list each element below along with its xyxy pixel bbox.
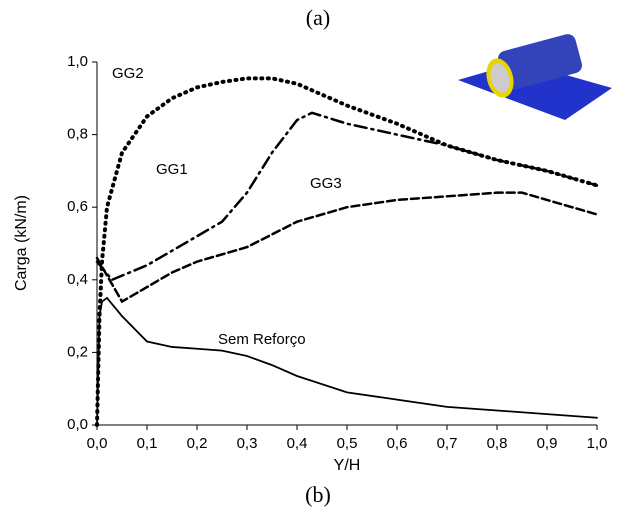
x-tick-label: 0,5 (337, 435, 358, 452)
series-label: GG3 (310, 175, 342, 192)
series-label: Sem Reforço (218, 331, 306, 348)
series-line (96, 296, 598, 426)
inset-image (458, 34, 612, 120)
y-tick-label: 0,8 (67, 126, 88, 143)
y-tick-label: 0,0 (67, 416, 88, 433)
series-line (95, 191, 599, 304)
y-tick-label: 0,6 (67, 198, 88, 215)
y-tick-label: 1,0 (67, 53, 88, 70)
x-tick-label: 1,0 (587, 435, 608, 452)
x-tick-label: 0,9 (537, 435, 558, 452)
x-tick-label: 0,4 (287, 435, 308, 452)
x-tick-label: 0,2 (187, 435, 208, 452)
y-tick-label: 0,4 (67, 271, 88, 288)
x-axis-label: Y/H (334, 457, 361, 474)
y-axis-label: Carga (kN/m) (13, 195, 30, 291)
x-tick-label: 0,0 (87, 435, 108, 452)
x-tick-label: 0,8 (487, 435, 508, 452)
x-tick-label: 0,1 (137, 435, 158, 452)
y-tick-label: 0,2 (67, 343, 88, 360)
x-tick-label: 0,6 (387, 435, 408, 452)
series-line (95, 111, 599, 282)
chart-subtitle: (b) (305, 482, 331, 507)
chart-title: (a) (306, 5, 330, 30)
series-label: GG1 (156, 161, 188, 178)
x-tick-label: 0,7 (437, 435, 458, 452)
x-tick-label: 0,3 (237, 435, 258, 452)
series-label: GG2 (112, 65, 144, 82)
